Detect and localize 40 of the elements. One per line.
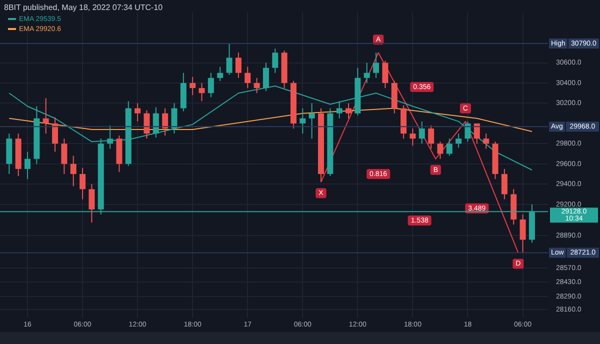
- candlestick: [24, 151, 31, 180]
- candlestick: [144, 110, 150, 140]
- candlestick: [300, 108, 306, 134]
- candlestick: [336, 100, 342, 119]
- candlestick: [198, 82, 205, 102]
- candlestick: [346, 102, 352, 119]
- candlestick: [208, 72, 214, 98]
- candlestick: [61, 138, 68, 174]
- candlestick: [162, 108, 168, 136]
- candlestick: [520, 214, 526, 254]
- candlestick: [446, 138, 452, 156]
- candlestick: [437, 141, 444, 160]
- candlestick: [107, 124, 114, 150]
- candlestick: [464, 120, 471, 142]
- candlestick: [88, 184, 95, 224]
- candlestick: [483, 133, 490, 150]
- candlestick: [190, 76, 196, 96]
- candlestick: [42, 98, 49, 134]
- candlestick: [456, 133, 462, 148]
- candlestick: [428, 124, 434, 150]
- candlestick: [171, 102, 178, 134]
- candlestick: [272, 48, 278, 74]
- candlestick: [70, 155, 76, 187]
- candlestick: [235, 52, 242, 78]
- candlestick: [382, 60, 388, 89]
- candlestick: [254, 77, 260, 94]
- candlestick: [501, 168, 508, 200]
- candlestick: [80, 167, 86, 200]
- candlestick: [364, 62, 370, 84]
- candlestick: [410, 128, 416, 146]
- candlestick: [217, 66, 224, 82]
- candlestick: [244, 66, 251, 89]
- candlestick: [226, 43, 232, 76]
- candlestick: [308, 102, 315, 140]
- candlestick: [418, 120, 425, 144]
- candlestick: [52, 116, 58, 152]
- chart-title: 8BIT published, May 18, 2022 07:34 UTC-10: [4, 3, 163, 12]
- candlestick: [373, 52, 380, 78]
- candlestick: [134, 102, 141, 122]
- candlestick: [152, 106, 159, 138]
